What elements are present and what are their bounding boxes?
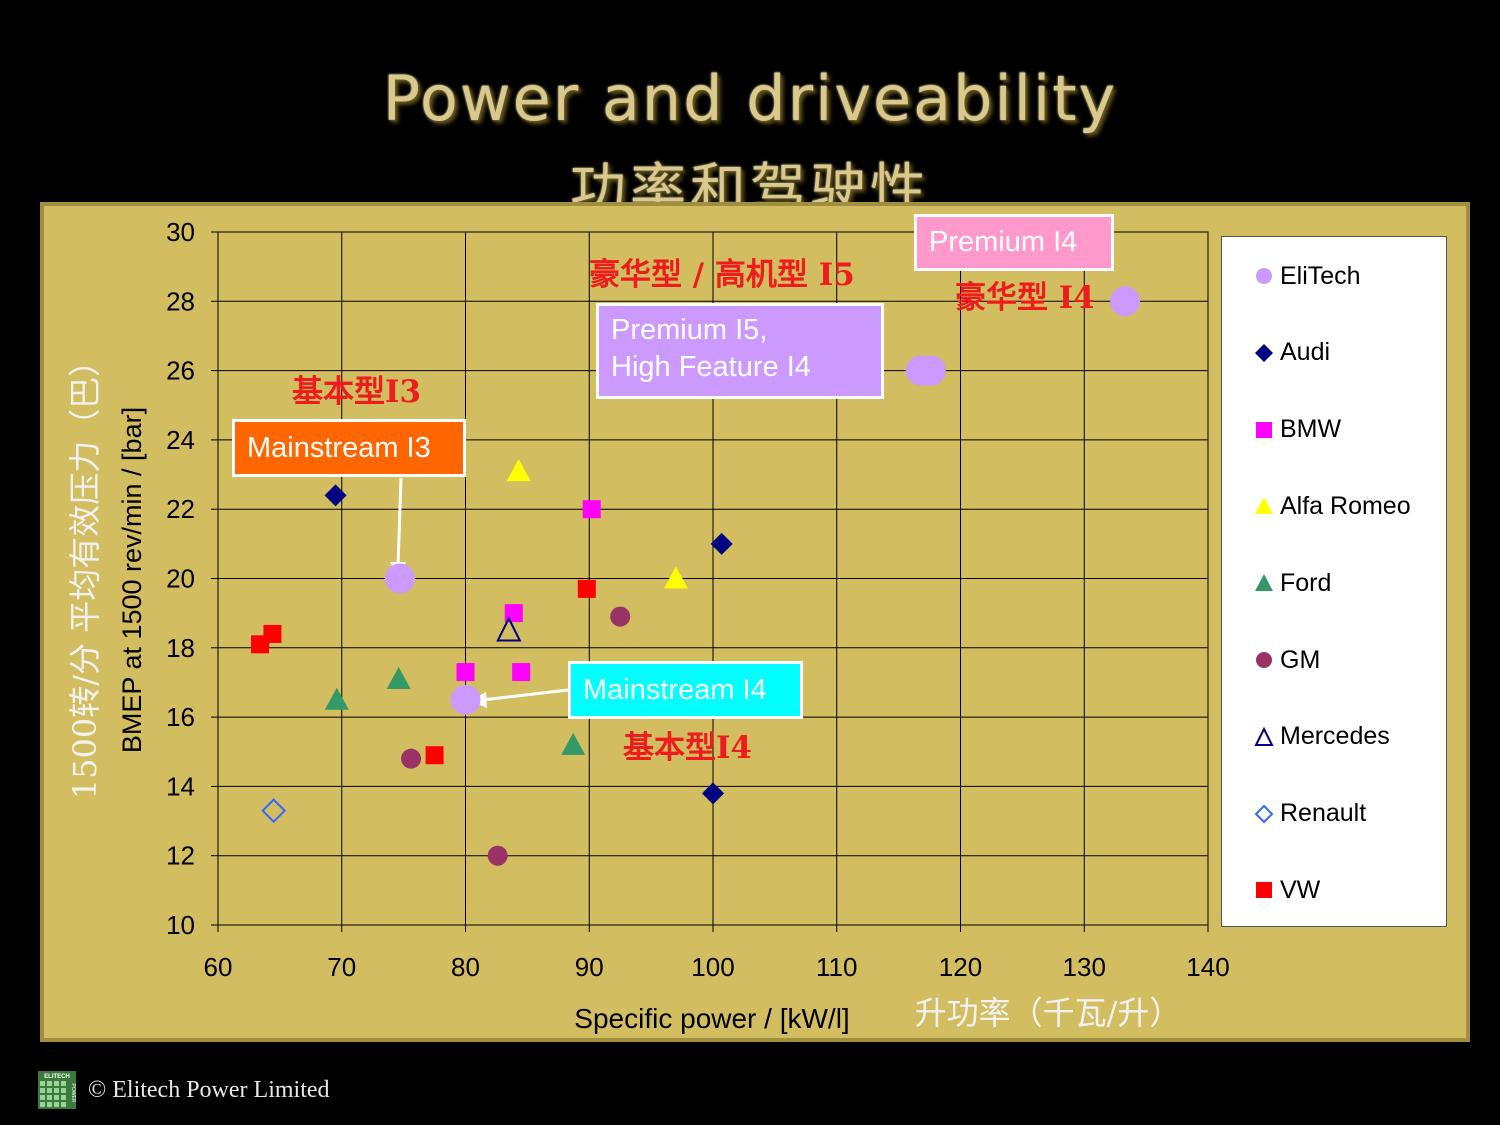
y-tick-label: 14 xyxy=(166,771,195,801)
y-axis-label-zh: 1500转/分 平均有效压力（巴） xyxy=(66,345,104,799)
point-elitech xyxy=(450,684,481,715)
legend-label: Alfa Romeo xyxy=(1280,491,1411,520)
y-tick-label: 22 xyxy=(166,494,195,524)
point-ford xyxy=(324,687,349,710)
legend-marker-mercedes xyxy=(1254,726,1274,746)
legend-marker-bmw xyxy=(1256,421,1272,438)
legend-marker-ford xyxy=(1255,574,1273,592)
legend-label: VW xyxy=(1280,875,1321,904)
x-tick-label: 80 xyxy=(451,952,480,982)
y-tick-label: 30 xyxy=(166,217,195,247)
point-mercedes xyxy=(496,616,522,642)
x-axis-label-zh: 升功率（千瓦/升） xyxy=(915,994,1182,1032)
callout-premium-i5-line1: Premium I5, xyxy=(611,314,768,346)
label-luxury-i5: 豪华型 / 高机型 I5 xyxy=(589,257,855,293)
x-tick-label: 100 xyxy=(691,952,734,982)
legend-marker-audi xyxy=(1255,343,1273,362)
point-alfa-romeo xyxy=(506,459,531,482)
legend-label: Ford xyxy=(1280,568,1332,597)
point-audi xyxy=(702,782,724,805)
y-tick-label: 24 xyxy=(166,425,195,455)
x-tick-label: 140 xyxy=(1186,952,1229,982)
legend-item-audi: Audi xyxy=(1254,338,1330,368)
legend-marker-renault xyxy=(1254,804,1274,824)
x-tick-label: 90 xyxy=(575,952,604,982)
label-basic-i4: 基本型I4 xyxy=(623,730,753,766)
point-vw xyxy=(251,635,270,654)
legend-item-ford: Ford xyxy=(1254,568,1331,598)
y-tick-label: 26 xyxy=(166,356,195,386)
y-axis-label: BMEP at 1500 rev/min / [bar] xyxy=(117,407,147,753)
callout-mainstream-i4: Mainstream I4 xyxy=(568,661,803,719)
point-bmw xyxy=(512,663,531,682)
callout-premium-i5: Premium I5, High Feature I4 xyxy=(596,303,884,399)
legend-marker-alfa-romeo xyxy=(1255,497,1273,515)
footer-copyright: © Elitech Power Limited xyxy=(88,1076,330,1103)
point-renault xyxy=(261,798,287,824)
y-tick-label: 18 xyxy=(166,633,195,663)
legend-label: GM xyxy=(1280,645,1321,674)
y-tick-label: 10 xyxy=(166,910,195,940)
legend-marker-vw xyxy=(1256,882,1272,899)
legend-marker-gm xyxy=(1256,652,1272,668)
svg-text:POWER: POWER xyxy=(70,1084,76,1103)
legend-item-mercedes: Mercedes xyxy=(1254,722,1390,752)
slide-title: Power and driveability xyxy=(382,62,1118,135)
legend-item-gm: GM xyxy=(1254,645,1320,675)
point-vw xyxy=(425,746,444,765)
legend-label: Renault xyxy=(1280,799,1367,828)
callout-premium-i4: Premium I4 xyxy=(914,214,1114,271)
x-tick-label: 130 xyxy=(1063,952,1106,982)
x-tick-label: 120 xyxy=(939,952,982,982)
point-audi xyxy=(710,532,733,555)
legend-item-renault: Renault xyxy=(1254,799,1366,829)
point-bmw xyxy=(456,663,475,682)
legend-item-elitech: EliTech xyxy=(1254,261,1361,291)
legend-item-vw: VW xyxy=(1254,875,1320,905)
arrow-mainstream-i4 xyxy=(481,688,569,702)
point-gm xyxy=(487,845,508,866)
point-audi xyxy=(324,484,347,507)
elitech-logo: ELITECH POWER xyxy=(38,1071,76,1109)
legend-label: EliTech xyxy=(1280,261,1361,290)
point-bmw xyxy=(582,500,601,519)
x-axis-label: Specific power / [kW/l] xyxy=(574,1003,849,1034)
point-elitech xyxy=(915,355,946,386)
footer: ELITECH POWER © Elitech Power Limited xyxy=(38,1070,330,1110)
point-elitech xyxy=(384,563,415,594)
label-luxury-i4: 豪华型 I4 xyxy=(955,280,1095,316)
x-tick-label: 70 xyxy=(327,952,356,982)
y-tick-label: 28 xyxy=(166,286,195,316)
legend-label: Mercedes xyxy=(1280,722,1390,751)
y-tick-label: 12 xyxy=(166,841,195,871)
legend-item-bmw: BMW xyxy=(1254,415,1341,445)
x-tick-label: 110 xyxy=(816,952,857,982)
label-basic-i3: 基本型I3 xyxy=(292,374,422,410)
point-alfa-romeo xyxy=(663,566,688,589)
svg-text:ELITECH: ELITECH xyxy=(44,1074,70,1080)
point-ford xyxy=(386,666,411,689)
legend-label: BMW xyxy=(1280,415,1342,444)
legend-label: Audi xyxy=(1280,338,1331,367)
legend-item-alfa-romeo: Alfa Romeo xyxy=(1254,491,1411,521)
y-tick-label: 20 xyxy=(166,564,195,594)
x-tick-label: 60 xyxy=(204,952,233,982)
callout-premium-i5-line2: High Feature I4 xyxy=(611,351,811,383)
point-gm xyxy=(610,606,631,627)
legend-marker-elitech xyxy=(1256,268,1272,284)
point-vw xyxy=(577,579,596,598)
arrow-mainstream-i3 xyxy=(396,477,403,567)
point-ford xyxy=(561,732,586,755)
y-tick-label: 16 xyxy=(166,702,195,732)
callout-mainstream-i3: Mainstream I3 xyxy=(232,419,466,477)
chart-legend: EliTech Audi BMW Alfa Romeo Ford GM Mercedes Re… xyxy=(1221,236,1447,927)
point-gm xyxy=(401,748,422,769)
point-elitech xyxy=(1110,286,1141,317)
